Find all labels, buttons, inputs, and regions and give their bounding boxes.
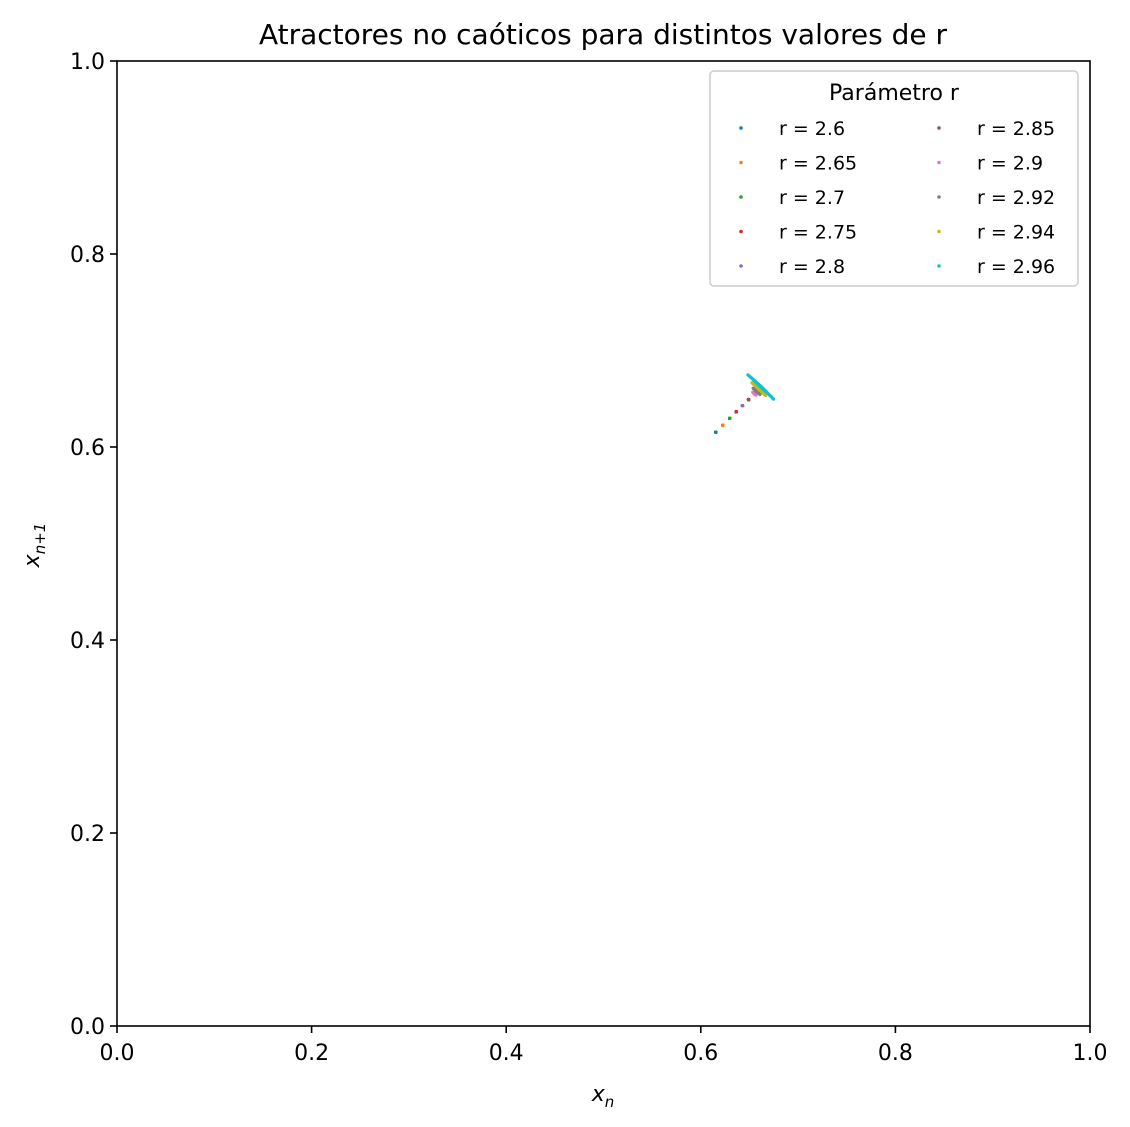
legend-label: r = 2.75 — [779, 222, 857, 244]
scatter-points — [714, 373, 776, 434]
x-axis: 0.0 0.2 0.4 0.6 0.8 1.0 — [100, 1026, 1108, 1066]
legend-marker — [739, 126, 743, 130]
x-tick-label: 1.0 — [1073, 1041, 1108, 1066]
legend-label: r = 2.65 — [779, 153, 857, 175]
data-point — [757, 387, 761, 391]
legend-marker — [937, 264, 941, 268]
x-tick-label: 0.2 — [294, 1041, 329, 1066]
legend-marker — [739, 229, 743, 234]
legend-label: r = 2.8 — [779, 256, 845, 278]
y-axis-label: xn+1 — [20, 523, 49, 569]
legend-label: r = 2.85 — [977, 118, 1055, 140]
series-4 — [740, 404, 745, 408]
y-tick-label: 0.8 — [70, 243, 105, 268]
legend-label: r = 2.7 — [779, 187, 845, 209]
plot-frame — [116, 60, 1091, 1027]
legend-marker — [739, 264, 743, 268]
data-point — [721, 423, 725, 427]
data-point — [759, 385, 764, 389]
data-point — [747, 398, 751, 402]
y-tick-label: 0.4 — [70, 629, 105, 654]
y-axis: 0.0 0.2 0.4 0.6 0.8 1.0 — [70, 50, 117, 1040]
x-tick-label: 0.0 — [100, 1041, 135, 1066]
legend-label: r = 2.6 — [779, 118, 845, 140]
series-3 — [734, 410, 738, 414]
legend: Parámetro r r = 2.6 r = 2.65 r = 2.7 r = 2.… — [709, 70, 1079, 287]
legend-label: r = 2.94 — [977, 222, 1055, 244]
series-8 — [750, 381, 768, 398]
legend-label: r = 2.9 — [977, 153, 1043, 175]
legend-marker — [937, 126, 941, 130]
series-1 — [721, 423, 725, 427]
data-point — [714, 430, 718, 434]
legend-label: r = 2.92 — [977, 187, 1055, 209]
legend-title: Parámetro r — [829, 81, 960, 106]
data-point — [752, 392, 757, 396]
data-point — [755, 389, 759, 394]
legend-marker — [739, 195, 743, 199]
data-point — [740, 404, 745, 408]
y-tick-label: 1.0 — [70, 50, 105, 75]
chart-title: Atractores no caóticos para distintos va… — [259, 18, 948, 51]
series-5 — [746, 397, 751, 402]
y-tick-label: 0.6 — [70, 436, 105, 461]
legend-marker — [937, 195, 941, 199]
series-0 — [714, 430, 718, 434]
series-9 — [746, 373, 776, 401]
x-tick-label: 0.6 — [683, 1041, 718, 1066]
series-2 — [728, 416, 732, 421]
y-tick-label: 0.0 — [70, 1015, 105, 1040]
data-point — [734, 410, 738, 414]
series-7 — [751, 386, 762, 397]
legend-marker — [937, 160, 941, 165]
series-6 — [751, 390, 758, 397]
x-axis-label: xn — [591, 1082, 615, 1111]
legend-marker — [937, 229, 941, 234]
legend-label: r = 2.96 — [977, 256, 1055, 278]
data-point — [728, 416, 732, 421]
legend-marker — [739, 160, 743, 165]
y-tick-label: 0.2 — [70, 822, 105, 847]
x-tick-label: 0.4 — [489, 1041, 524, 1066]
x-tick-label: 0.8 — [878, 1041, 913, 1066]
legend-box — [709, 70, 1079, 287]
